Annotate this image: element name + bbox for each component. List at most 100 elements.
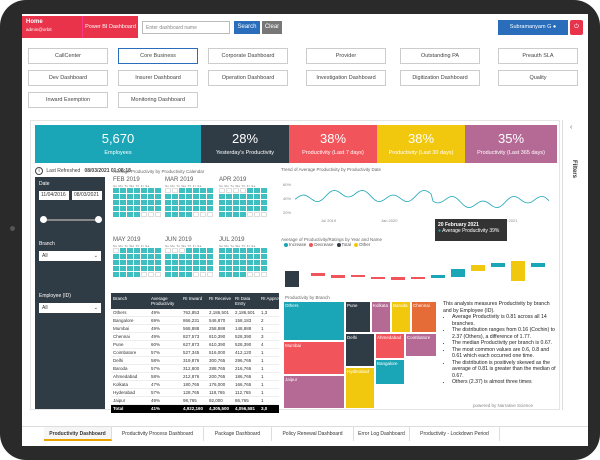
calendar-day[interactable]	[113, 188, 119, 193]
treemap-tile[interactable]: Bangalore	[375, 359, 405, 385]
calendar-day[interactable]	[120, 272, 126, 277]
calendar-day[interactable]	[148, 272, 154, 277]
calendar-day[interactable]	[172, 266, 178, 271]
calendar-day[interactable]	[254, 188, 260, 193]
calendar-day[interactable]	[254, 272, 260, 277]
calendar-day[interactable]	[141, 188, 147, 193]
calendar-day[interactable]	[186, 248, 192, 253]
calendar-day[interactable]	[226, 212, 232, 217]
calendar-day[interactable]	[261, 248, 267, 253]
info-icon[interactable]: i	[35, 167, 43, 175]
calendar-day[interactable]	[193, 212, 199, 217]
calendar-day[interactable]	[155, 260, 161, 265]
calendar-day[interactable]	[240, 194, 246, 199]
calendar-day[interactable]	[134, 206, 140, 211]
calendar-day[interactable]	[240, 188, 246, 193]
column-header[interactable]: Branch	[113, 296, 128, 301]
calendar-day[interactable]	[200, 212, 206, 217]
calendar-day[interactable]	[193, 194, 199, 199]
calendar-day[interactable]	[186, 188, 192, 193]
calendar-day[interactable]	[219, 254, 225, 259]
calendar-day[interactable]	[254, 260, 260, 265]
calendar-day[interactable]	[186, 212, 192, 217]
calendar-day[interactable]	[247, 254, 253, 259]
calendar-day[interactable]	[141, 248, 147, 253]
calendar-day[interactable]	[172, 254, 178, 259]
calendar-day[interactable]	[186, 194, 192, 199]
calendar-day[interactable]	[207, 206, 213, 211]
treemap-tile[interactable]: Coimbatore	[405, 333, 437, 357]
calendar-day[interactable]	[193, 260, 199, 265]
dashboard-link[interactable]: Investigation Dashboard	[306, 70, 386, 86]
calendar-day[interactable]	[219, 212, 225, 217]
calendar-day[interactable]	[226, 248, 232, 253]
calendar-day[interactable]	[200, 248, 206, 253]
calendar-day[interactable]	[127, 254, 133, 259]
employee-select[interactable]: All ⌄	[39, 303, 101, 313]
calendar-day[interactable]	[200, 188, 206, 193]
calendar-day[interactable]	[155, 200, 161, 205]
dashboard-link[interactable]: Dev Dashboard	[28, 70, 108, 86]
column-header[interactable]: Average Productivity	[151, 296, 175, 306]
waterfall-bar[interactable]	[531, 263, 545, 267]
calendar-day[interactable]	[141, 206, 147, 211]
calendar-day[interactable]	[141, 200, 147, 205]
tab-dashboard[interactable]: Policy Renewal Dashboard	[272, 427, 354, 441]
calendar-day[interactable]	[226, 194, 232, 199]
branch-select[interactable]: All ⌄	[39, 251, 101, 261]
user-menu[interactable]: Subramanyam G ●	[498, 20, 568, 35]
calendar-day[interactable]	[165, 188, 171, 193]
calendar-day[interactable]	[219, 188, 225, 193]
calendar-day[interactable]	[247, 272, 253, 277]
table-row[interactable]: Baroda 57% 312,800 288,765 216,765 1	[111, 365, 279, 373]
dashboard-link[interactable]: Digitization Dashboard	[400, 70, 480, 86]
calendar-day[interactable]	[148, 266, 154, 271]
calendar-day[interactable]	[207, 266, 213, 271]
treemap-tile[interactable]: Baroda	[391, 301, 411, 333]
waterfall-bar[interactable]	[491, 263, 505, 267]
calendar-day[interactable]	[261, 254, 267, 259]
calendar-day[interactable]	[141, 212, 147, 217]
dashboard-link[interactable]: Quality	[498, 70, 578, 86]
calendar-day[interactable]	[172, 200, 178, 205]
calendar-day[interactable]	[200, 254, 206, 259]
calendar-day[interactable]	[226, 188, 232, 193]
calendar-day[interactable]	[120, 212, 126, 217]
calendar-day[interactable]	[207, 248, 213, 253]
calendar-day[interactable]	[134, 200, 140, 205]
calendar-day[interactable]	[148, 188, 154, 193]
calendar-day[interactable]	[127, 206, 133, 211]
calendar-day[interactable]	[134, 272, 140, 277]
calendar-day[interactable]	[247, 206, 253, 211]
table-row[interactable]: Pune 60% 627,873 610,390 528,390 4	[111, 341, 279, 349]
tab-dashboard[interactable]: Package Dashboard	[204, 427, 272, 441]
calendar-day[interactable]	[155, 212, 161, 217]
calendar-day[interactable]	[261, 272, 267, 277]
calendar-day[interactable]	[113, 254, 119, 259]
powerbi-dashboard-tab[interactable]: Power BI Dashboard	[82, 16, 138, 38]
calendar-day[interactable]	[233, 272, 239, 277]
calendar-day[interactable]	[247, 260, 253, 265]
calendar-day[interactable]	[179, 266, 185, 271]
calendar-day[interactable]	[127, 194, 133, 199]
calendar-day[interactable]	[261, 200, 267, 205]
calendar-day[interactable]	[155, 194, 161, 199]
calendar-day[interactable]	[186, 206, 192, 211]
treemap-tile[interactable]: Hyderabad	[345, 367, 375, 409]
calendar-day[interactable]	[254, 194, 260, 199]
calendar-day[interactable]	[219, 260, 225, 265]
calendar-day[interactable]	[172, 188, 178, 193]
calendar-day[interactable]	[155, 272, 161, 277]
calendar-day[interactable]	[193, 248, 199, 253]
waterfall-bar[interactable]	[511, 261, 525, 281]
calendar-day[interactable]	[207, 254, 213, 259]
calendar-day[interactable]	[240, 212, 246, 217]
calendar-day[interactable]	[165, 272, 171, 277]
calendar-day[interactable]	[247, 200, 253, 205]
calendar-day[interactable]	[113, 272, 119, 277]
calendar-day[interactable]	[240, 248, 246, 253]
calendar-day[interactable]	[127, 200, 133, 205]
calendar-day[interactable]	[186, 254, 192, 259]
dashboard-link[interactable]: Core Business	[118, 48, 198, 64]
calendar-day[interactable]	[200, 194, 206, 199]
